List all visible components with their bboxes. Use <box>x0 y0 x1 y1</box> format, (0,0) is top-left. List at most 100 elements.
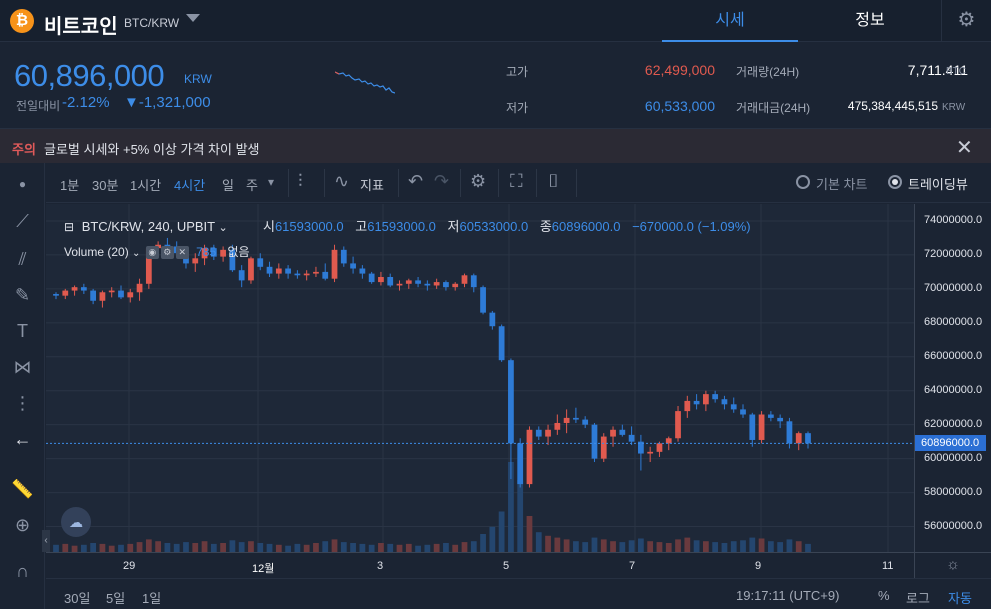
settings-icon[interactable]: ⚙ <box>160 246 174 260</box>
time-axis[interactable] <box>46 552 914 578</box>
price-unit: KRW <box>184 72 212 86</box>
volume-bar <box>322 541 329 552</box>
undo-icon[interactable]: ↶ <box>408 171 424 191</box>
range-5d[interactable]: 5일 <box>106 591 126 606</box>
pattern-icon[interactable]: ⋈ <box>13 357 32 377</box>
candle-body <box>517 443 524 485</box>
chevron-down-icon[interactable]: ⌄ <box>218 222 228 234</box>
tradingview-radio[interactable] <box>888 175 902 189</box>
ruler-icon[interactable]: 📏 <box>11 479 34 499</box>
volume-bar <box>535 532 542 552</box>
trendline-icon[interactable]: ⟋ <box>16 211 29 231</box>
volume-bar <box>498 511 505 552</box>
legend-low-value: 60533000.0 <box>459 219 529 234</box>
volume-bar <box>805 543 811 552</box>
x-tick-label: 9 <box>755 560 762 572</box>
volume-bar <box>127 543 134 552</box>
volume-bar <box>266 543 273 552</box>
candle-body <box>805 433 811 444</box>
timeframe-4h[interactable]: 4시간 <box>174 178 206 193</box>
volume-bar <box>173 543 180 552</box>
legend-high-label: 고 <box>355 219 368 234</box>
volume-none: 없음 <box>227 245 250 259</box>
zoom-in-icon[interactable]: ⊕ <box>14 515 31 535</box>
eye-icon[interactable]: ◉ <box>145 246 159 260</box>
basic-chart-label[interactable]: 기본 차트 <box>816 177 868 192</box>
close-icon[interactable]: ✕ <box>175 246 189 260</box>
candle-body <box>118 290 124 298</box>
camera-icon[interactable]: ⌷ <box>548 171 559 191</box>
chevron-down-icon[interactable]: ▾ <box>268 175 275 189</box>
auto-toggle[interactable]: 자동 <box>948 591 972 606</box>
percent-toggle[interactable]: % <box>878 588 890 603</box>
log-toggle[interactable]: 로그 <box>906 591 930 606</box>
tradingview-logo-icon[interactable]: ☁ <box>61 507 91 537</box>
volume-bar <box>730 541 737 552</box>
volume-bar <box>786 539 793 552</box>
divider <box>498 169 499 197</box>
coin-pair[interactable]: BTC/KRW <box>124 16 180 30</box>
timeframe-1h[interactable]: 1시간 <box>130 178 162 193</box>
measure-icon[interactable]: ⋮ <box>13 393 32 413</box>
tradingview-label[interactable]: 트레이딩뷰 <box>908 177 968 192</box>
legend-low-label: 저 <box>447 219 460 234</box>
volume-bar <box>424 544 431 552</box>
chevron-down-icon[interactable]: ⌄ <box>132 248 141 259</box>
volume-bar <box>591 537 598 552</box>
brush-icon[interactable]: ✎ <box>14 285 31 305</box>
volume-bar <box>387 543 394 552</box>
candle-body <box>554 422 561 430</box>
gear-icon[interactable]: ⚙ <box>941 0 991 42</box>
volume-bar <box>80 544 87 552</box>
tab-info[interactable]: 정보 <box>855 12 885 29</box>
range-30d[interactable]: 30일 <box>64 591 91 606</box>
range-1d[interactable]: 1일 <box>142 591 162 606</box>
y-tick-label: 68000000.0 <box>924 315 983 328</box>
redo-icon[interactable]: ↷ <box>434 171 450 191</box>
volume-24h-label: 거래량(24H) <box>736 65 800 79</box>
close-icon[interactable]: ✕ <box>956 137 973 159</box>
change-label: 전일대비 <box>16 99 61 113</box>
volume-bar <box>294 543 301 552</box>
volume-bar <box>610 541 616 552</box>
timeframe-1w[interactable]: 주 <box>246 178 258 193</box>
chevron-down-icon[interactable] <box>186 14 200 22</box>
back-arrow-icon[interactable]: ← <box>13 429 32 449</box>
fullscreen-icon[interactable]: ⛶ <box>510 171 523 191</box>
tab-price[interactable]: 시세 <box>662 0 798 42</box>
volume-bar <box>183 542 189 552</box>
volume-bar <box>665 543 672 552</box>
high-label: 고가 <box>506 65 529 79</box>
collapse-icon[interactable]: ⊟ <box>64 220 75 234</box>
text-tool-icon[interactable]: T <box>17 321 28 341</box>
axis-settings-icon[interactable]: ☼ <box>914 552 991 578</box>
timeframe-1d[interactable]: 일 <box>222 178 234 193</box>
cursor-dot-icon[interactable]: ● <box>18 177 27 191</box>
volume-unit: BTC <box>946 66 966 77</box>
divider <box>460 169 461 197</box>
price-axis[interactable] <box>914 204 991 552</box>
candle-body <box>433 282 440 286</box>
basic-chart-radio[interactable] <box>796 175 810 189</box>
timeframe-1m[interactable]: 1분 <box>60 178 80 193</box>
volume-24h-value: 7,711.411 <box>907 62 968 78</box>
candle-body <box>164 244 171 247</box>
pitchfork-icon[interactable]: ⫽ <box>18 249 27 269</box>
volume-bar <box>526 516 533 552</box>
candle-body <box>313 271 319 274</box>
x-tick-label: 11 <box>882 560 894 572</box>
candlestick-icon[interactable]: ⫶ <box>298 171 303 191</box>
timeframe-30m[interactable]: 30분 <box>92 178 119 193</box>
indicator-button[interactable]: 지표 <box>360 178 384 193</box>
settings-icon[interactable]: ⚙ <box>470 171 487 191</box>
volume-bar <box>702 541 709 552</box>
chevron-left-icon[interactable]: ‹ <box>42 530 50 552</box>
indicator-icon[interactable]: ∿ <box>334 171 350 191</box>
y-tick-label: 66000000.0 <box>924 349 983 362</box>
coin-name[interactable]: 비트코인 <box>44 16 118 38</box>
candle-body <box>359 268 366 274</box>
candle-body <box>767 414 774 418</box>
volume-bar <box>248 541 254 552</box>
candlestick-chart[interactable] <box>46 204 914 552</box>
magnet-icon[interactable]: ∩ <box>16 561 29 581</box>
